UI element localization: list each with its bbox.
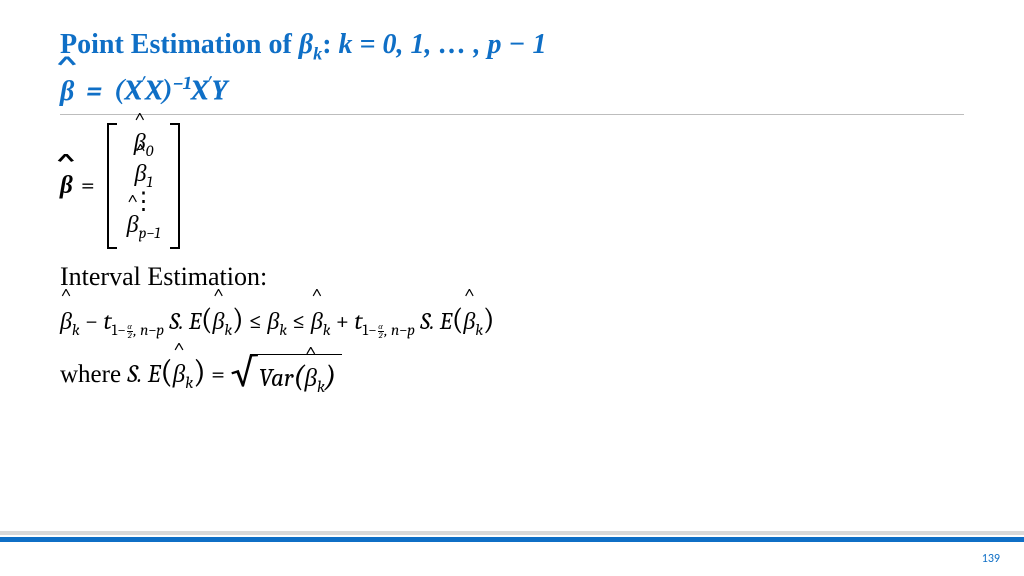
title-beta: β <box>299 29 313 60</box>
confidence-interval: ^βk − t1−α2, n−p S. E(^βk) ≤ βk ≤ ^βk + … <box>60 300 964 341</box>
interval-label: Interval Estimation: <box>60 259 964 294</box>
divider <box>60 114 964 115</box>
bracket-left <box>107 123 119 249</box>
title-prefix: Point Estimation of <box>60 29 299 60</box>
title-beta-sub: k <box>313 44 322 64</box>
title: Point Estimation of βk: k = 0, 1, … , p … <box>60 28 964 65</box>
where-prefix: where <box>60 361 127 388</box>
title-colon: : <box>322 29 338 60</box>
vector-entries: ^β0 ^β1 ⋮ ^βp−1 <box>119 123 169 249</box>
vec-row-p1: ^βp−1 <box>127 211 161 243</box>
se-definition: where S. E(^βk) = √ Var(^βk) <box>60 351 964 399</box>
estimator-formula: ^β = (X′X)−1X′Y <box>60 73 964 107</box>
title-range: k = 0, 1, … , p − 1 <box>339 29 547 60</box>
bracket-right <box>168 123 180 249</box>
page-number: 139 <box>982 552 1000 566</box>
slide: Point Estimation of βk: k = 0, 1, … , p … <box>0 0 1024 576</box>
beta-sym: β <box>60 75 74 107</box>
sqrt: √ Var(^βk) <box>230 354 342 399</box>
beta-vector: ^β = ^β0 ^β1 ⋮ ^βp−1 <box>60 123 180 249</box>
beta-hat-lhs: ^β <box>60 169 73 203</box>
beta-hat: ^β <box>60 75 74 108</box>
column-vector: ^β0 ^β1 ⋮ ^βp−1 <box>107 123 181 249</box>
footer-rule <box>0 537 1024 542</box>
